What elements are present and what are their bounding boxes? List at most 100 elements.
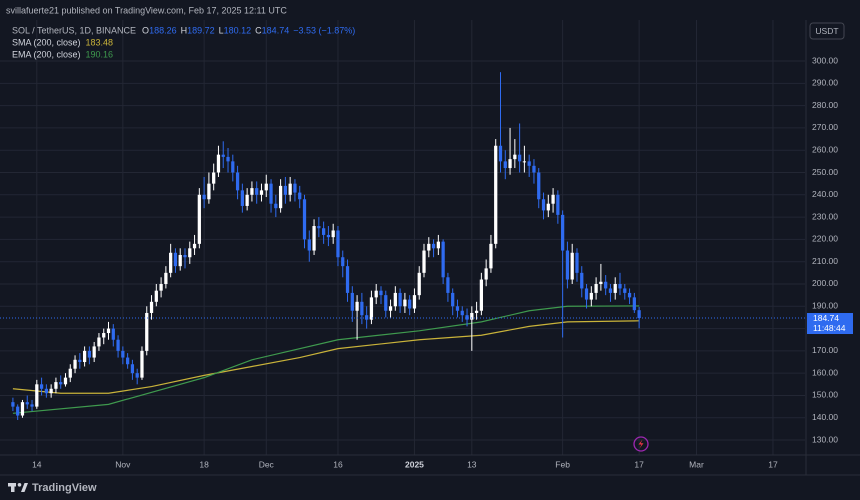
labels: 130.00140.00150.00160.00170.00180.00190.… [32,55,853,469]
indicator-legend: SMA (200, close) 183.48 EMA (200, close) 19… [12,37,113,59]
candle-body [379,290,383,296]
candle-body [537,172,541,200]
candle-body [446,277,450,293]
logo [8,483,28,492]
x-tick-label: 2025 [405,459,424,469]
currency[interactable]: USDT [815,26,838,36]
candle-body [221,154,225,157]
candle-body [470,312,474,320]
candle-body [517,154,522,162]
candle-body [250,188,254,195]
x-tick-label: 17 [768,459,778,469]
logo-part [21,483,28,492]
y-tick-label: 200.00 [812,278,838,288]
candle-body [513,154,517,160]
ohlc-key: C [255,25,262,35]
candle-body [441,241,445,278]
candle-body [403,299,407,307]
candle-body [355,301,359,311]
candle-body [632,297,636,311]
y-tick-label: 280.00 [812,100,838,110]
y-tick-label: 130.00 [812,434,838,444]
candle-body [92,346,96,358]
candle-body [317,226,321,229]
candle-body [589,292,593,300]
candle-body [398,292,402,307]
indicator-line [12,305,640,414]
events-icon[interactable] [633,436,649,452]
candle-body [393,292,397,307]
ohlc-change: −3.53 (−1.87%) [293,25,355,35]
candle-body [522,161,527,163]
y-tick-label: 240.00 [812,189,838,199]
candle-body [350,292,354,311]
indicator-value: 190.16 [86,49,114,59]
x-tick-label: 17 [634,459,644,469]
candle-body [365,315,369,320]
candle-body [235,172,240,191]
candle-body [326,234,331,238]
grid [0,20,805,455]
candle-body [116,339,120,351]
candle-body [451,292,455,307]
candle-body [307,239,311,251]
candle-body [551,194,555,204]
candle-body [455,306,460,311]
candle-body [231,161,235,173]
candle-body [484,268,488,280]
candle-body [584,288,589,300]
candle-body [126,357,130,365]
y-tick-label: 210.00 [812,256,838,266]
candle-body [465,315,469,320]
x-tick-label: 18 [199,459,209,469]
candle-body [570,252,574,280]
candle-body [49,388,53,394]
candle-body [494,145,498,244]
candle-body [44,388,48,394]
candle-body [188,248,192,258]
plot [0,72,805,420]
candle-body [565,250,570,280]
candle-body [25,402,29,405]
candle-body [173,252,178,267]
x-tick-label: 14 [32,459,42,469]
candle-body [345,266,350,293]
candle-body [283,185,288,195]
indicator-name: SMA (200, close) [12,37,81,47]
candle-body [561,214,565,251]
ohlc-key: O [142,25,149,35]
ohlc-value: 189.72 [187,25,215,35]
candle-body [498,145,503,162]
y-tick-label: 190.00 [812,301,838,311]
candle-body [97,337,101,347]
ohlc-legend: O 188.26 H 189.72 L 180.12 C 184.74 −3.53 (−1.87… [142,25,355,35]
candle-body [431,243,436,249]
candle-body [436,241,440,249]
candle-body [293,183,297,193]
y-tick-label: 290.00 [812,78,838,88]
candle-body [178,255,182,267]
candle-body [556,194,560,215]
candle-body [106,328,111,334]
candle-body [149,301,154,313]
candle-body [135,373,139,378]
candle-body [54,382,58,389]
currency-box[interactable] [809,22,845,40]
candle-body [226,156,230,162]
ohlc-value: 180.12 [224,25,252,35]
candle-body [527,161,531,166]
y-tick-label: 270.00 [812,122,838,132]
x-tick-label: Feb [555,459,570,469]
candle-body [245,194,249,206]
candle-body [417,272,421,296]
publisher: svillafuerte21 published on TradingView.… [6,5,287,15]
y-tick-label: 300.00 [812,55,838,65]
candle-body [503,161,507,169]
candle-body [360,301,364,316]
y-tick-label: 170.00 [812,345,838,355]
candle-body [169,252,173,273]
candle-body [20,402,25,416]
x-tick-label: 16 [333,459,343,469]
candle-body [604,281,608,289]
